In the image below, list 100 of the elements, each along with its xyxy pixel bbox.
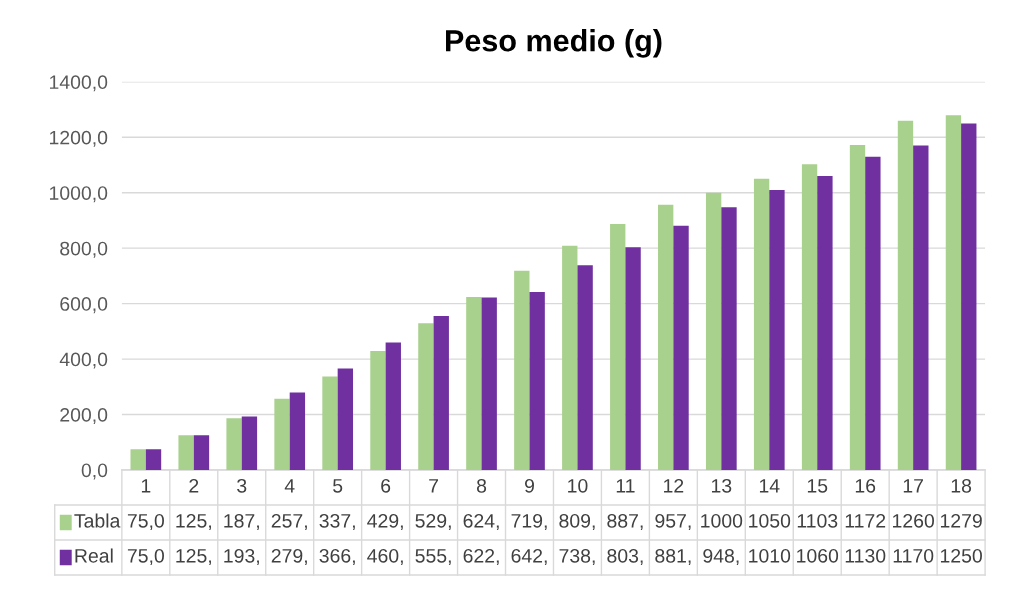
bar — [897, 120, 914, 470]
data-label: 1260 — [893, 513, 935, 528]
bar — [658, 204, 674, 470]
bar — [961, 123, 977, 470]
bar — [418, 323, 434, 470]
bar — [481, 297, 497, 470]
data-label: 1130 — [845, 548, 886, 563]
data-label: 1060 — [797, 548, 839, 563]
data-label: 75,0 — [127, 548, 164, 566]
bar — [130, 449, 146, 470]
bar — [433, 316, 449, 470]
bar — [226, 418, 242, 470]
bar — [337, 368, 354, 470]
data-label: 642, — [511, 548, 547, 566]
y-tick-label: 1200,0 — [49, 130, 108, 147]
bar — [945, 115, 962, 470]
data-label: 1010 — [749, 548, 791, 563]
data-label: 337, — [319, 513, 355, 531]
y-tick-label: 400,0 — [59, 352, 108, 369]
bar — [145, 449, 162, 470]
bar — [289, 392, 306, 470]
bar — [817, 176, 833, 470]
data-label: 809, — [559, 513, 595, 531]
y-tick-label: 600,0 — [60, 297, 108, 314]
bar — [849, 145, 866, 470]
bar — [610, 224, 626, 470]
data-label: 1050 — [749, 513, 791, 528]
bar — [721, 207, 737, 470]
x-tick-label: 8 — [476, 478, 487, 493]
data-label: 622, — [463, 548, 499, 566]
x-tick-label: 18 — [951, 478, 972, 493]
bar — [193, 435, 210, 470]
bar — [514, 270, 530, 470]
x-tick-label: 13 — [711, 478, 732, 493]
x-tick-label: 2 — [189, 478, 199, 493]
data-label: 460, — [367, 548, 403, 566]
bar — [370, 351, 386, 470]
x-tick-label: 14 — [759, 479, 780, 493]
bar — [241, 416, 258, 470]
x-tick-label: 6 — [381, 478, 391, 493]
bar — [562, 245, 578, 470]
x-tick-label: 10 — [568, 478, 588, 493]
data-label: 257, — [271, 513, 307, 531]
bar — [577, 265, 593, 470]
bar — [274, 398, 290, 470]
x-tick-label: 3 — [237, 478, 247, 493]
bar — [322, 376, 338, 470]
x-tick-label: 9 — [525, 478, 534, 493]
bar — [385, 342, 401, 470]
data-label: 75,0 — [127, 513, 164, 531]
bar — [466, 296, 482, 470]
data-label: 555, — [415, 549, 451, 566]
x-tick-label: 16 — [855, 478, 876, 493]
y-tick-label: 1000,0 — [49, 186, 108, 203]
x-tick-label: 5 — [333, 479, 343, 493]
bar — [913, 145, 929, 470]
legend-label: Tabla — [74, 513, 121, 528]
data-label: 279, — [271, 548, 307, 566]
data-label: 624, — [463, 513, 499, 531]
data-label: 948, — [703, 548, 739, 566]
x-tick-label: 4 — [284, 479, 295, 493]
bar — [178, 435, 194, 470]
legend-label: Real — [75, 548, 113, 563]
x-tick-label: 17 — [903, 479, 923, 493]
data-label: 957, — [655, 513, 691, 531]
data-label: 719, — [511, 513, 547, 531]
data-label: 1279 — [940, 513, 982, 528]
data-label: 125, — [176, 548, 211, 566]
chart-title: Peso medio (g) — [446, 29, 662, 58]
data-label: 738, — [559, 548, 595, 566]
bar — [673, 225, 689, 470]
bar — [769, 189, 785, 470]
bar — [753, 178, 770, 470]
bar — [865, 156, 881, 470]
data-label: 881, — [655, 548, 691, 566]
bar — [801, 164, 818, 470]
bar — [625, 247, 641, 470]
data-label: 887, — [607, 513, 643, 531]
data-label: 1250 — [940, 548, 982, 563]
y-tick-label: 800,0 — [60, 241, 108, 258]
x-tick-label: 11 — [616, 479, 635, 493]
x-tick-label: 1 — [141, 479, 151, 493]
data-label: 366, — [319, 548, 355, 566]
y-tick-label: 1400,0 — [49, 75, 108, 92]
data-label: 125, — [176, 513, 211, 531]
x-tick-label: 15 — [807, 479, 828, 493]
data-label: 1172 — [845, 513, 886, 528]
data-label: 529, — [415, 513, 451, 531]
y-tick-label: 200,0 — [60, 407, 108, 425]
data-label: 193, — [224, 548, 259, 566]
data-label: 803, — [607, 548, 643, 566]
data-label: 1170 — [893, 548, 934, 563]
x-tick-label: 7 — [429, 479, 439, 493]
data-label: 1000 — [701, 513, 743, 528]
bar — [705, 192, 722, 470]
y-tick-label: 0,0 — [81, 463, 108, 480]
x-tick-label: 12 — [664, 478, 684, 493]
data-label: 1103 — [797, 513, 838, 528]
data-label: 187, — [224, 513, 259, 531]
bar — [529, 291, 545, 470]
